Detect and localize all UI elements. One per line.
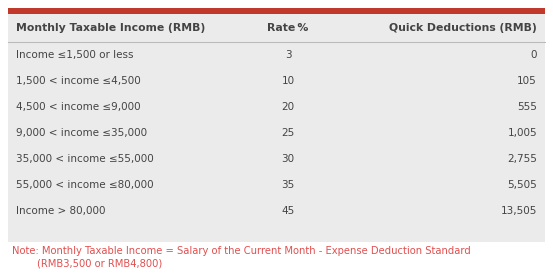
Text: 2,755: 2,755 xyxy=(507,154,537,164)
Text: 35: 35 xyxy=(281,180,295,190)
Text: Rate %: Rate % xyxy=(267,23,309,33)
Text: 25: 25 xyxy=(281,128,295,138)
Text: 105: 105 xyxy=(517,76,537,86)
Text: 10: 10 xyxy=(281,76,295,86)
Text: 3: 3 xyxy=(285,50,291,60)
Text: 20: 20 xyxy=(281,102,295,112)
Text: 30: 30 xyxy=(281,154,295,164)
Text: Monthly Taxable Income (RMB): Monthly Taxable Income (RMB) xyxy=(16,23,205,33)
Text: Income ≤1,500 or less: Income ≤1,500 or less xyxy=(16,50,133,60)
Text: 1,500 < income ≤4,500: 1,500 < income ≤4,500 xyxy=(16,76,141,86)
Text: 9,000 < income ≤35,000: 9,000 < income ≤35,000 xyxy=(16,128,147,138)
Text: 55,000 < income ≤80,000: 55,000 < income ≤80,000 xyxy=(16,180,154,190)
Text: 35,000 < income ≤55,000: 35,000 < income ≤55,000 xyxy=(16,154,154,164)
Text: 555: 555 xyxy=(517,102,537,112)
Text: 45: 45 xyxy=(281,206,295,216)
Text: Income > 80,000: Income > 80,000 xyxy=(16,206,106,216)
Text: Quick Deductions (RMB): Quick Deductions (RMB) xyxy=(389,23,537,33)
Bar xyxy=(8,8,545,242)
Bar xyxy=(8,8,545,14)
Text: 5,505: 5,505 xyxy=(507,180,537,190)
Text: 0: 0 xyxy=(530,50,537,60)
Text: 13,505: 13,505 xyxy=(500,206,537,216)
Text: (RMB3,500 or RMB4,800): (RMB3,500 or RMB4,800) xyxy=(12,259,162,269)
Text: 4,500 < income ≤9,000: 4,500 < income ≤9,000 xyxy=(16,102,140,112)
Text: 1,005: 1,005 xyxy=(507,128,537,138)
Text: Note: Monthly Taxable Income = Salary of the Current Month - Expense Deduction S: Note: Monthly Taxable Income = Salary of… xyxy=(12,246,471,256)
